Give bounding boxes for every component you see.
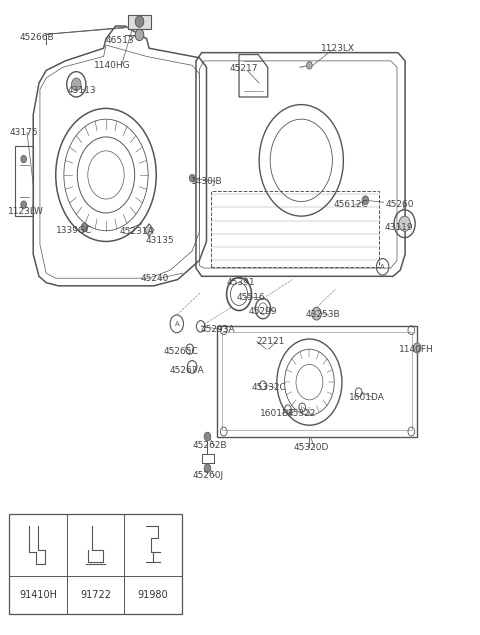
Text: 45516: 45516 [236,293,265,302]
Bar [222,332,412,431]
Circle shape [21,156,26,163]
Circle shape [307,62,312,69]
Polygon shape [144,224,154,236]
Circle shape [312,307,322,320]
Circle shape [413,343,421,353]
Text: 45265C: 45265C [163,347,198,356]
Circle shape [204,432,211,441]
Text: 1123LX: 1123LX [322,44,355,53]
Text: A: A [174,321,179,327]
Text: 45217: 45217 [229,64,258,73]
Text: 45240: 45240 [141,274,169,283]
Text: 1123LW: 1123LW [8,206,44,215]
Circle shape [135,16,144,27]
Text: 45231A: 45231A [120,227,154,236]
Text: 45260J: 45260J [192,471,223,481]
Text: 43135: 43135 [145,236,174,244]
Text: 1140FH: 1140FH [399,345,433,354]
Text: 45612C: 45612C [333,200,368,209]
Text: 1430JB: 1430JB [191,177,223,186]
Circle shape [362,196,369,204]
Text: 1140HG: 1140HG [94,62,131,70]
Text: 45262B: 45262B [192,441,227,450]
Text: 43113: 43113 [68,86,96,95]
Text: 45391: 45391 [227,278,255,287]
Text: 91980: 91980 [138,590,168,600]
Text: 43119: 43119 [385,223,414,232]
Circle shape [72,78,81,91]
Text: 45299: 45299 [249,307,277,316]
Text: 45266B: 45266B [20,33,54,42]
Text: 45320D: 45320D [294,443,329,452]
Bar [217,326,417,437]
Circle shape [399,216,410,231]
Text: 43175: 43175 [9,128,38,137]
Bar [9,514,181,614]
Text: 1601DF: 1601DF [260,410,295,418]
Polygon shape [128,15,152,29]
Text: 1601DA: 1601DA [349,393,385,402]
Circle shape [135,29,144,41]
Text: 46513: 46513 [106,36,134,45]
Circle shape [81,223,88,232]
Text: 45332C: 45332C [252,383,287,392]
Text: 45322: 45322 [288,410,316,418]
Text: 45260: 45260 [386,200,414,209]
Text: 43253B: 43253B [306,311,341,319]
Text: 45293A: 45293A [201,325,235,334]
Text: 22121: 22121 [257,337,285,346]
Text: A: A [380,264,385,270]
Text: 1339GC: 1339GC [56,225,92,234]
Circle shape [204,464,211,472]
Circle shape [21,201,26,208]
Circle shape [189,174,195,182]
Text: 91722: 91722 [80,590,111,600]
Text: 45267A: 45267A [169,366,204,375]
Text: 91410H: 91410H [19,590,57,600]
